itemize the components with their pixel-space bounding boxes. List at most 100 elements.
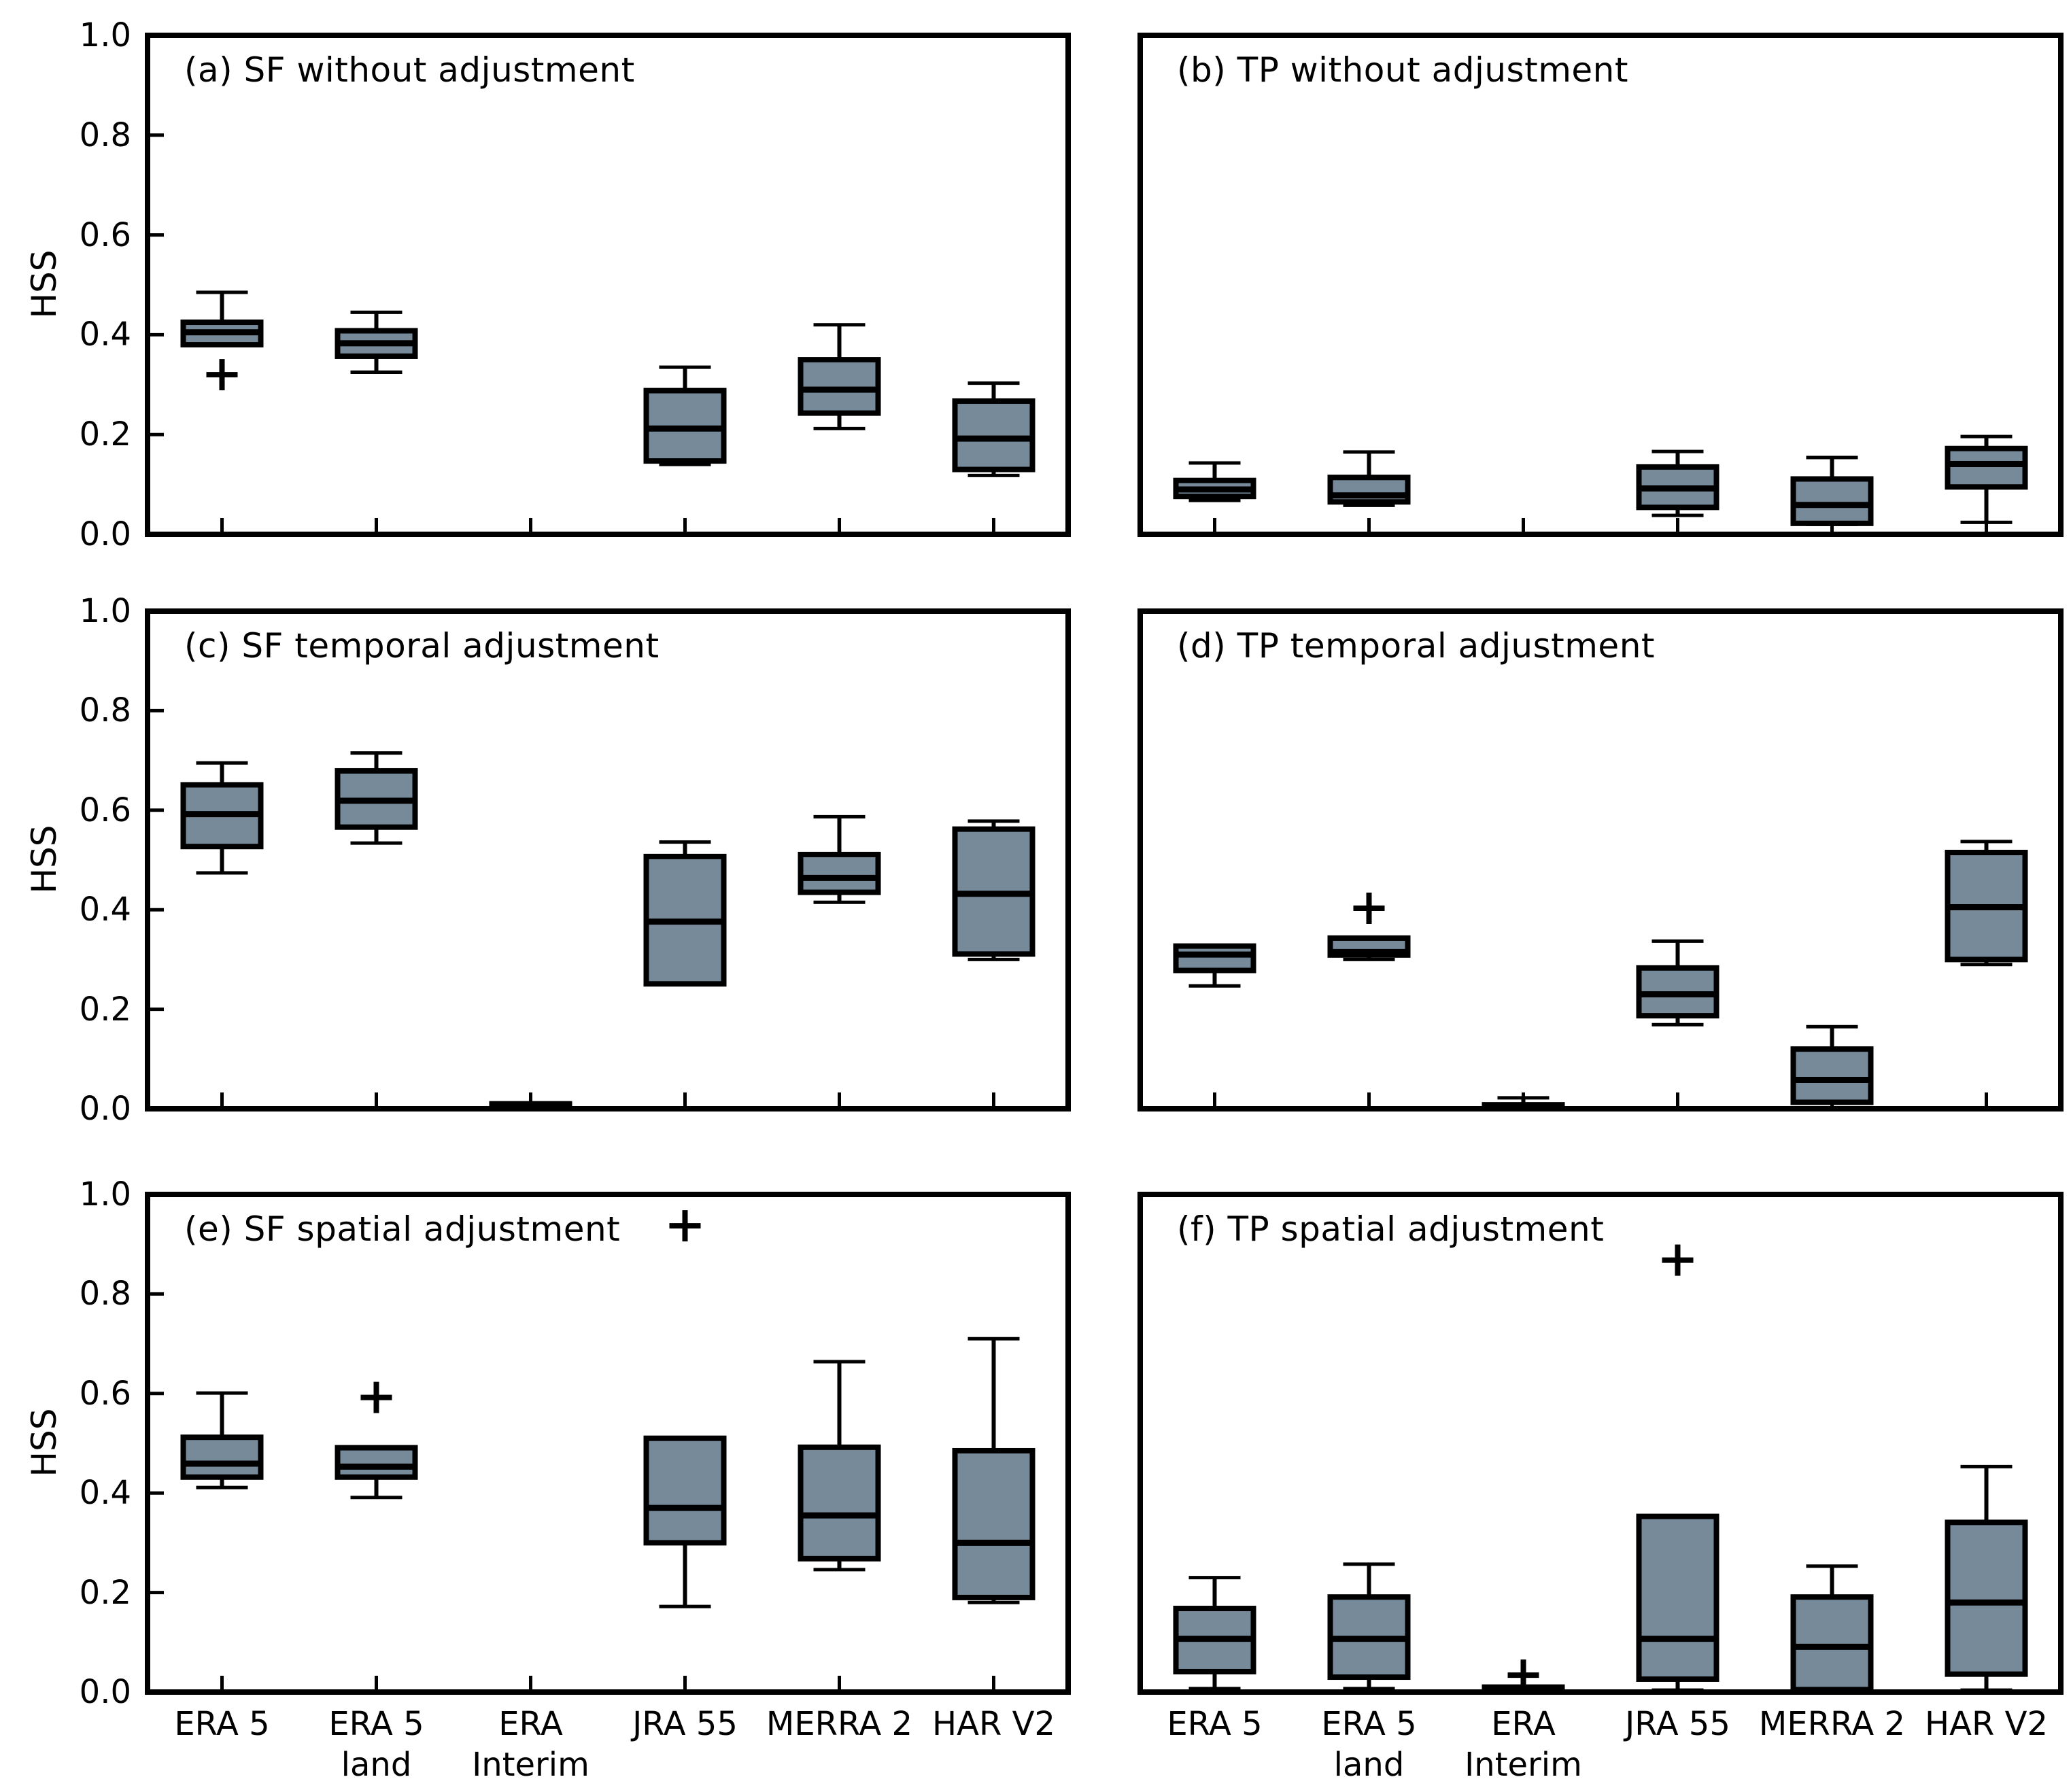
iqr-box xyxy=(798,357,881,416)
iqr-box xyxy=(952,398,1036,472)
iqr-box xyxy=(952,1447,1036,1600)
box-merra-2 xyxy=(1790,1564,1874,1693)
y-axis-label-hss: HSS xyxy=(24,825,64,894)
panel-spines xyxy=(1137,33,2064,537)
iqr-box xyxy=(1945,445,2028,490)
y-axis-label-hss: HSS xyxy=(24,249,64,319)
x-tick-label: MERRA 2 xyxy=(1758,1705,1906,1743)
box-merra-2 xyxy=(798,1360,881,1572)
panel-title-c: (c) SF temporal adjustment xyxy=(184,626,660,666)
panel-sf-spatial-adjustment: (e) SF spatial adjustment xyxy=(145,1192,1071,1695)
box-jra-55 xyxy=(1636,449,1719,517)
box-era-5 xyxy=(180,290,264,391)
box-era-5 xyxy=(1173,1576,1256,1691)
iqr-box xyxy=(1790,476,1874,526)
box-era-5-land xyxy=(1327,450,1411,507)
y-tick-label: 0.8 xyxy=(79,691,131,730)
x-tick-label-line2: Interim xyxy=(1465,1746,1582,1784)
panel-spines xyxy=(145,1192,1071,1695)
iqr-box xyxy=(1790,1594,1874,1693)
panel-title-a: (a) SF without adjustment xyxy=(184,50,635,90)
box-jra-55 xyxy=(643,840,727,987)
box-era-5 xyxy=(1173,943,1256,988)
boxplot-canvas-b xyxy=(1137,33,2064,537)
x-tick-label: HAR V2 xyxy=(932,1705,1055,1743)
box-era-5 xyxy=(180,1391,264,1489)
box-era-5-land xyxy=(335,310,418,374)
x-tick-label: ERA xyxy=(1491,1705,1556,1743)
box-jra-55 xyxy=(1636,1244,1719,1692)
panel-tp-without-adjustment: (b) TP without adjustment xyxy=(1137,33,2064,537)
panel-spines xyxy=(1137,608,2064,1112)
box-har-v2 xyxy=(952,1337,1036,1604)
y-tick-label: 0.8 xyxy=(79,116,131,154)
box-merra-2 xyxy=(798,323,881,430)
box-era-5 xyxy=(180,761,264,875)
box-merra-2 xyxy=(1790,1024,1874,1105)
box-har-v2 xyxy=(1945,434,2028,524)
x-tick-label: JRA 55 xyxy=(632,1705,738,1743)
box-era-5-land xyxy=(1327,1562,1411,1691)
x-tick-label: MERRA 2 xyxy=(766,1705,913,1743)
box-har-v2 xyxy=(1945,1464,2028,1692)
x-tick-label: ERA 5 xyxy=(1167,1705,1263,1743)
panel-title-b: (b) TP without adjustment xyxy=(1177,50,1628,90)
y-tick-label: 0.0 xyxy=(79,1090,131,1128)
boxplot-canvas-f xyxy=(1137,1192,2064,1695)
y-tick-label: 0.6 xyxy=(79,791,131,829)
panel-sf-without-adjustment: (a) SF without adjustment xyxy=(145,33,1071,537)
box-era-5-land xyxy=(335,1381,418,1500)
box-jra-55 xyxy=(643,1210,727,1608)
box-era-5-land xyxy=(1327,893,1411,961)
panel-title-f: (f) TP spatial adjustment xyxy=(1177,1209,1605,1249)
y-tick-label: 0.0 xyxy=(79,1673,131,1711)
iqr-box xyxy=(1790,1046,1874,1105)
panel-title-e: (e) SF spatial adjustment xyxy=(184,1209,621,1249)
boxplot-canvas-d xyxy=(1137,608,2064,1112)
iqr-box xyxy=(798,851,881,895)
x-tick-label: ERA xyxy=(498,1705,563,1743)
panel-tp-temporal-adjustment: (d) TP temporal adjustment xyxy=(1137,608,2064,1112)
boxplot-canvas-e xyxy=(145,1192,1071,1695)
x-tick-label-line2: land xyxy=(1333,1746,1405,1784)
box-era-5 xyxy=(1173,461,1256,502)
box-har-v2 xyxy=(1945,840,2028,967)
box-har-v2 xyxy=(952,381,1036,477)
y-tick-label: 1.0 xyxy=(79,1175,131,1213)
x-tick-label-line2: Interim xyxy=(472,1746,589,1784)
panel-spines xyxy=(145,33,1071,537)
y-tick-label: 0.0 xyxy=(79,515,131,553)
panel-spines xyxy=(1137,1192,2064,1695)
box-era-interim xyxy=(1482,1659,1565,1695)
iqr-box xyxy=(335,1445,418,1480)
iqr-box xyxy=(798,1444,881,1562)
y-tick-label: 1.0 xyxy=(79,16,131,54)
box-jra-55 xyxy=(643,365,727,466)
panel-tp-spatial-adjustment: (f) TP spatial adjustment xyxy=(1137,1192,2064,1695)
x-tick-label-line2: land xyxy=(341,1746,412,1784)
y-tick-label: 0.2 xyxy=(79,415,131,454)
x-tick-label: ERA 5 xyxy=(328,1705,424,1743)
boxplot-canvas-a xyxy=(145,33,1071,537)
x-tick-label: ERA 5 xyxy=(174,1705,270,1743)
iqr-box xyxy=(1173,943,1256,973)
y-tick-label: 1.0 xyxy=(79,592,131,630)
panel-title-d: (d) TP temporal adjustment xyxy=(1177,626,1655,666)
y-tick-label: 0.4 xyxy=(79,1474,131,1513)
box-jra-55 xyxy=(1636,939,1719,1027)
x-tick-label: JRA 55 xyxy=(1625,1705,1730,1743)
y-tick-label: 0.2 xyxy=(79,1573,131,1612)
y-axis-label-hss: HSS xyxy=(24,1408,64,1477)
x-tick-label: HAR V2 xyxy=(1925,1705,2048,1743)
y-tick-label: 0.4 xyxy=(79,315,131,354)
y-tick-label: 0.8 xyxy=(79,1275,131,1313)
box-har-v2 xyxy=(952,819,1036,961)
box-merra-2 xyxy=(798,814,881,904)
iqr-box xyxy=(1945,1519,2028,1677)
box-era-interim xyxy=(489,1101,572,1112)
box-merra-2 xyxy=(1790,455,1874,526)
y-tick-label: 0.2 xyxy=(79,990,131,1029)
box-era-5-land xyxy=(335,751,418,845)
box-era-interim xyxy=(1482,1096,1565,1112)
